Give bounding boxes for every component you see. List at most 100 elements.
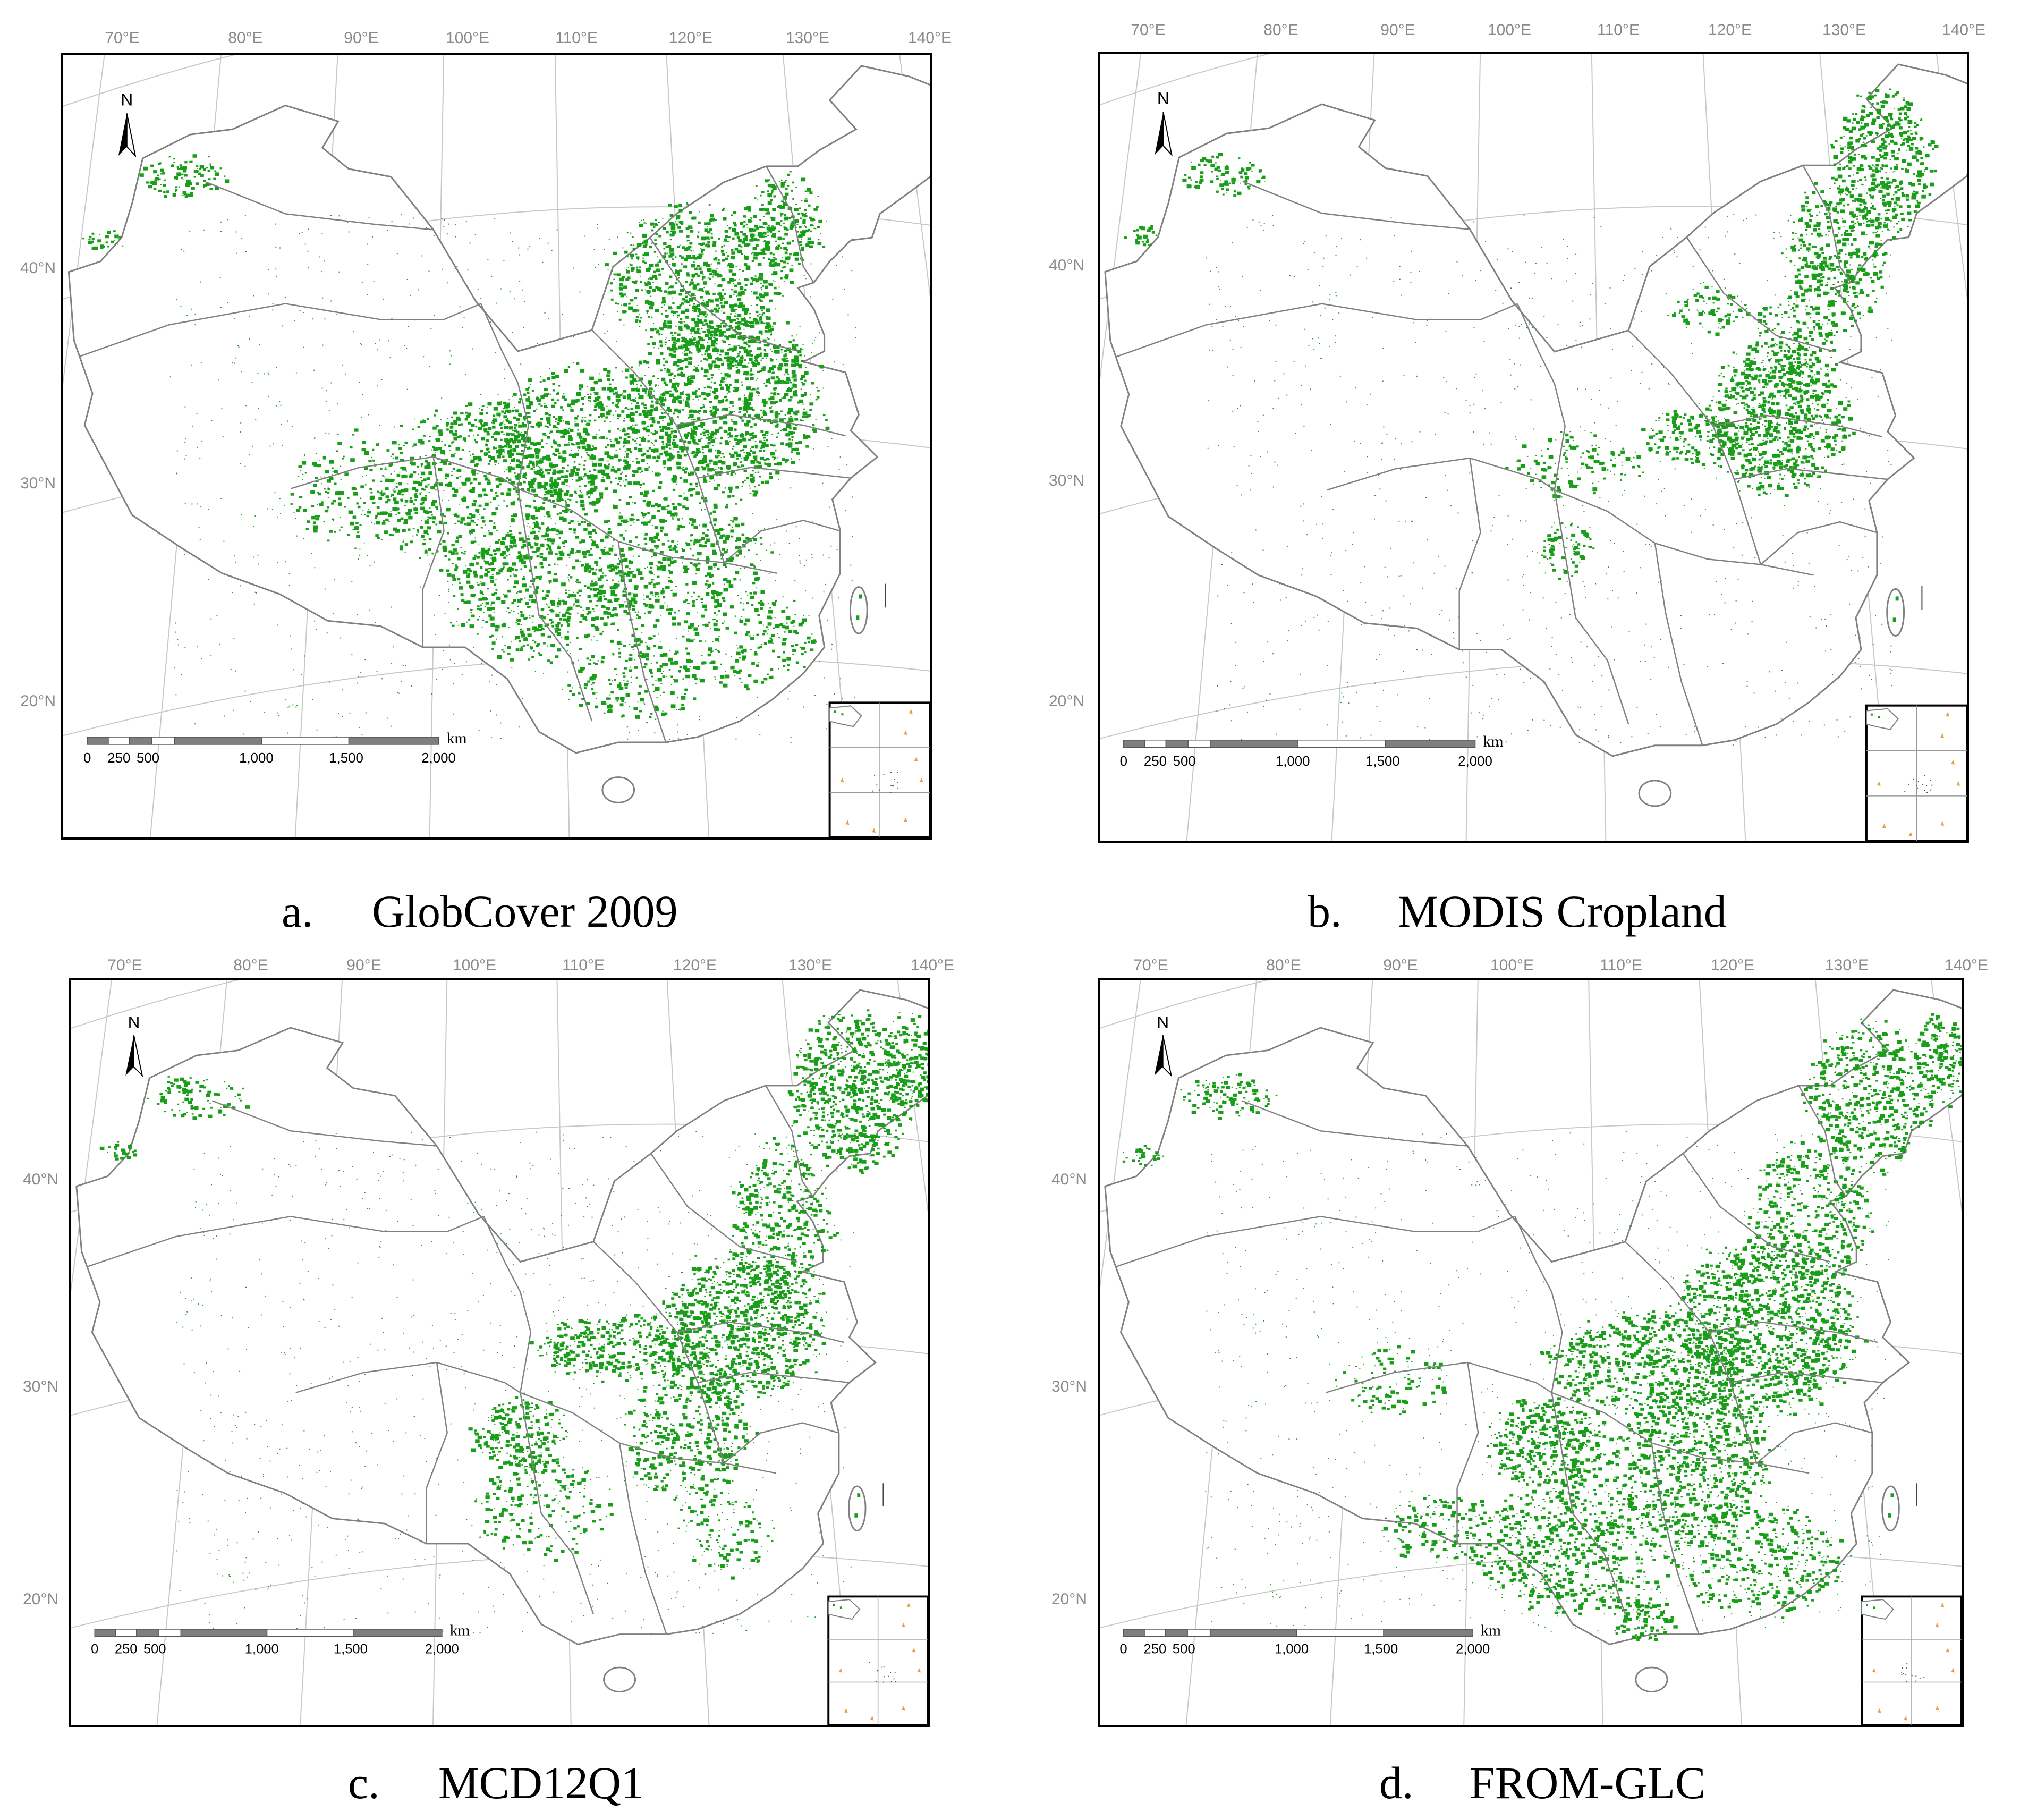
province-boundaries — [1115, 165, 1888, 746]
lon-label: 120°E — [1710, 956, 1755, 974]
lon-label: 120°E — [673, 956, 717, 974]
cropland-cluster — [1801, 1018, 1935, 1176]
inset-coast — [829, 705, 862, 727]
scale-segment — [136, 1629, 159, 1637]
province-boundary — [1115, 303, 1518, 358]
lon-label: 110°E — [1600, 956, 1642, 974]
province-boundary — [1241, 1100, 1468, 1147]
panel-caption: b. MODIS Cropland — [1308, 885, 1727, 938]
province-boundary — [618, 1443, 667, 1635]
cropland-cluster — [1743, 1135, 1875, 1303]
scale-segment — [94, 1629, 116, 1637]
cropland-cluster — [1540, 1310, 1758, 1415]
province-boundary — [1551, 1392, 1810, 1474]
province-boundary — [528, 552, 593, 722]
lat-label: 30°N — [1048, 472, 1084, 489]
taiwan-cropland — [856, 594, 862, 620]
cropland-cluster — [1745, 295, 1837, 397]
cropland-cluster — [1830, 88, 1939, 241]
cropland-cluster — [480, 362, 694, 507]
inset-coast — [828, 1599, 861, 1620]
south-china-sea-inset — [1865, 704, 1967, 841]
cropland-cluster — [787, 1009, 914, 1174]
inset-islands — [869, 1662, 896, 1683]
scale-label: 1,000 — [239, 751, 274, 766]
north-arrow-label: N — [128, 1013, 140, 1031]
lat-label: 30°N — [1051, 1378, 1087, 1395]
map-panel-b: 70°E 80°E 90°E 100°E 110°E 120°E 130°E 1… — [1010, 0, 2020, 946]
scale-label: 1,500 — [329, 751, 363, 766]
caption-title: FROM-GLC — [1470, 1757, 1706, 1808]
province-boundary — [1242, 181, 1470, 230]
scale-segment — [1209, 1629, 1297, 1637]
inset-cropland — [1870, 713, 1880, 718]
cropland-cluster — [1122, 1145, 1164, 1166]
scale-bar: km 0 250 500 1,000 1,500 2,000 — [91, 1622, 470, 1657]
lat-label: 40°N — [1051, 1171, 1087, 1188]
cropland-cluster — [468, 1392, 568, 1473]
inset-coast — [1865, 708, 1899, 730]
taiwan-island — [1881, 1485, 1900, 1531]
cropland-cluster — [1669, 1501, 1852, 1619]
lon-label: 90°E — [1380, 21, 1415, 39]
lat-label: 20°N — [1048, 692, 1084, 710]
province-boundary — [1115, 1216, 1515, 1268]
cropland-cluster — [1458, 1467, 1688, 1616]
scale-label: 250 — [1144, 754, 1167, 769]
scale-unit: km — [1481, 1622, 1501, 1639]
lon-label: 80°E — [233, 956, 268, 974]
taiwan-cropland — [1892, 596, 1899, 622]
province-boundary — [211, 1100, 437, 1147]
scale-segment — [1144, 739, 1167, 748]
inset-cropland — [1865, 1604, 1875, 1609]
province-boundary — [1458, 458, 1481, 650]
lon-label: 70°E — [107, 956, 142, 974]
south-china-sea-inset — [828, 701, 930, 837]
province-boundary — [697, 467, 851, 479]
lon-label: 120°E — [1708, 21, 1752, 39]
scale-bar: km 0 250 500 1,000 1,500 2,000 — [1120, 733, 1504, 769]
cropland-cluster — [147, 1076, 250, 1120]
province-boundary — [1651, 1443, 1700, 1635]
lon-label: 140°E — [910, 956, 955, 974]
scale-segment — [1187, 1629, 1211, 1637]
lat-label: 40°N — [20, 259, 56, 277]
scale-label: 1,500 — [1365, 754, 1400, 769]
inset-coast — [1861, 1599, 1894, 1620]
caption-title: MODIS Cropland — [1398, 886, 1727, 937]
scale-segment — [174, 737, 262, 745]
lon-label: 140°E — [1941, 21, 1986, 39]
lon-label: 100°E — [452, 956, 497, 974]
caption-letter: d. — [1379, 1757, 1414, 1808]
lon-label: 140°E — [1944, 956, 1989, 974]
scale-label: 250 — [1143, 1642, 1166, 1656]
hainan-island — [1635, 1666, 1668, 1692]
lon-label: 80°E — [1266, 956, 1301, 974]
cropland-cluster — [605, 202, 794, 357]
province-boundary — [1730, 1372, 1883, 1384]
lon-label: 90°E — [1383, 956, 1418, 974]
province-boundary — [723, 519, 841, 563]
cropland-cluster — [1335, 1345, 1448, 1416]
province-boundary — [698, 1372, 850, 1384]
cropland-cluster — [743, 171, 827, 279]
cropland-cluster — [369, 394, 605, 583]
province-boundary — [1756, 1422, 1873, 1464]
scale-label: 0 — [1119, 1642, 1127, 1656]
panel-caption: d. FROM-GLC — [1379, 1756, 1705, 1809]
scale-label: 500 — [137, 751, 159, 766]
north-arrow: N — [1154, 1013, 1173, 1078]
province-boundary — [1709, 1321, 1878, 1343]
cropland-cluster — [1505, 431, 1644, 498]
cropland-map: Nkm 0 250 500 1,000 1,500 2,000 — [1100, 54, 1967, 841]
graticule-longitude — [71, 980, 113, 1292]
cropland-cluster — [1641, 410, 1744, 466]
north-arrow-dark — [1155, 112, 1164, 155]
lon-label: 130°E — [785, 29, 830, 47]
province-boundary — [1654, 543, 1703, 746]
cropland-cluster — [1780, 176, 1888, 343]
cropland-cluster — [1608, 1381, 1780, 1543]
cropland-cluster — [1660, 1234, 1869, 1419]
graticule-longitude — [1100, 980, 1141, 1292]
